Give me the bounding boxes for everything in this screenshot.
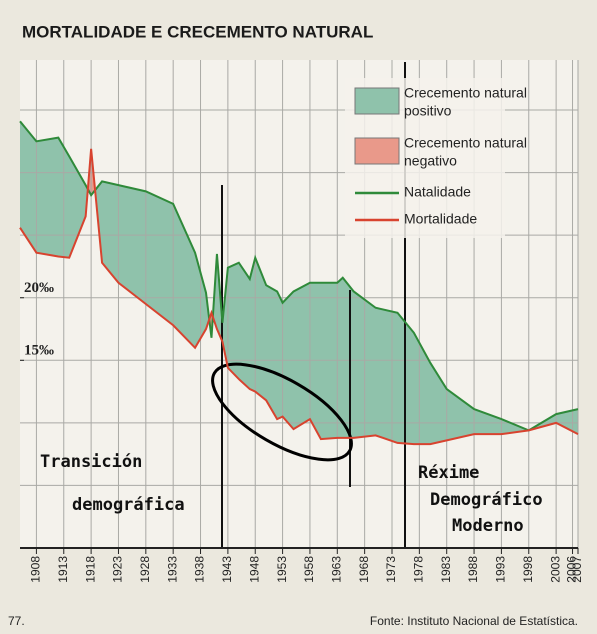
- legend-swatch: [354, 87, 400, 115]
- legend-label: positivo: [404, 103, 452, 119]
- legend-label: negativo: [404, 153, 457, 169]
- legend-swatch: [354, 137, 400, 165]
- legend-label: Crecemento natural: [404, 85, 527, 101]
- source: Fonte: Instituto Nacional de Estatística…: [370, 614, 578, 628]
- annotation: Moderno: [452, 516, 524, 536]
- x-tick-label: 1958: [302, 556, 316, 583]
- x-tick-label: 1978: [412, 556, 426, 583]
- x-tick-label: 1983: [439, 556, 453, 583]
- x-tick-label: 1908: [29, 556, 43, 583]
- legend-label: Natalidade: [404, 184, 471, 200]
- legend-label: Mortalidade: [404, 211, 477, 227]
- x-tick-label: 1918: [83, 556, 97, 583]
- x-tick-label: 1993: [494, 556, 508, 583]
- page-number: 77.: [8, 614, 25, 628]
- x-tick-label: 1943: [220, 556, 234, 583]
- x-tick-label: 2003: [548, 556, 562, 583]
- x-tick-label: 2007: [570, 556, 584, 583]
- x-tick-label: 1963: [329, 556, 343, 583]
- series-line: [19, 148, 579, 446]
- highlight-ellipse: [211, 362, 353, 462]
- chart-title: MORTALIDADE E CRECEMENTO NATURAL: [22, 22, 373, 41]
- x-tick-label: 1973: [384, 556, 398, 583]
- annotation: Réxime: [418, 463, 479, 483]
- y-tick-label: 20‰: [24, 280, 54, 296]
- x-tick-label: 1928: [138, 556, 152, 583]
- x-tick-label: 1988: [466, 556, 480, 583]
- y-tick-label: 15‰: [24, 343, 54, 359]
- x-tick-label: 1913: [56, 556, 70, 583]
- x-tick-label: 2006: [565, 556, 579, 583]
- x-tick-label: 1968: [357, 556, 371, 583]
- annotation: Transición: [40, 452, 142, 472]
- x-tick-label: 1948: [247, 556, 261, 583]
- annotation: demográfica: [72, 495, 185, 515]
- annotation: Demográfico: [430, 490, 543, 510]
- x-tick-label: 1933: [165, 556, 179, 583]
- x-tick-label: 1998: [521, 556, 535, 583]
- x-tick-label: 1938: [193, 556, 207, 583]
- legend-label: Crecemento natural: [404, 135, 527, 151]
- x-tick-label: 1953: [275, 556, 289, 583]
- series-line: [19, 120, 579, 432]
- x-tick-label: 1923: [111, 556, 125, 583]
